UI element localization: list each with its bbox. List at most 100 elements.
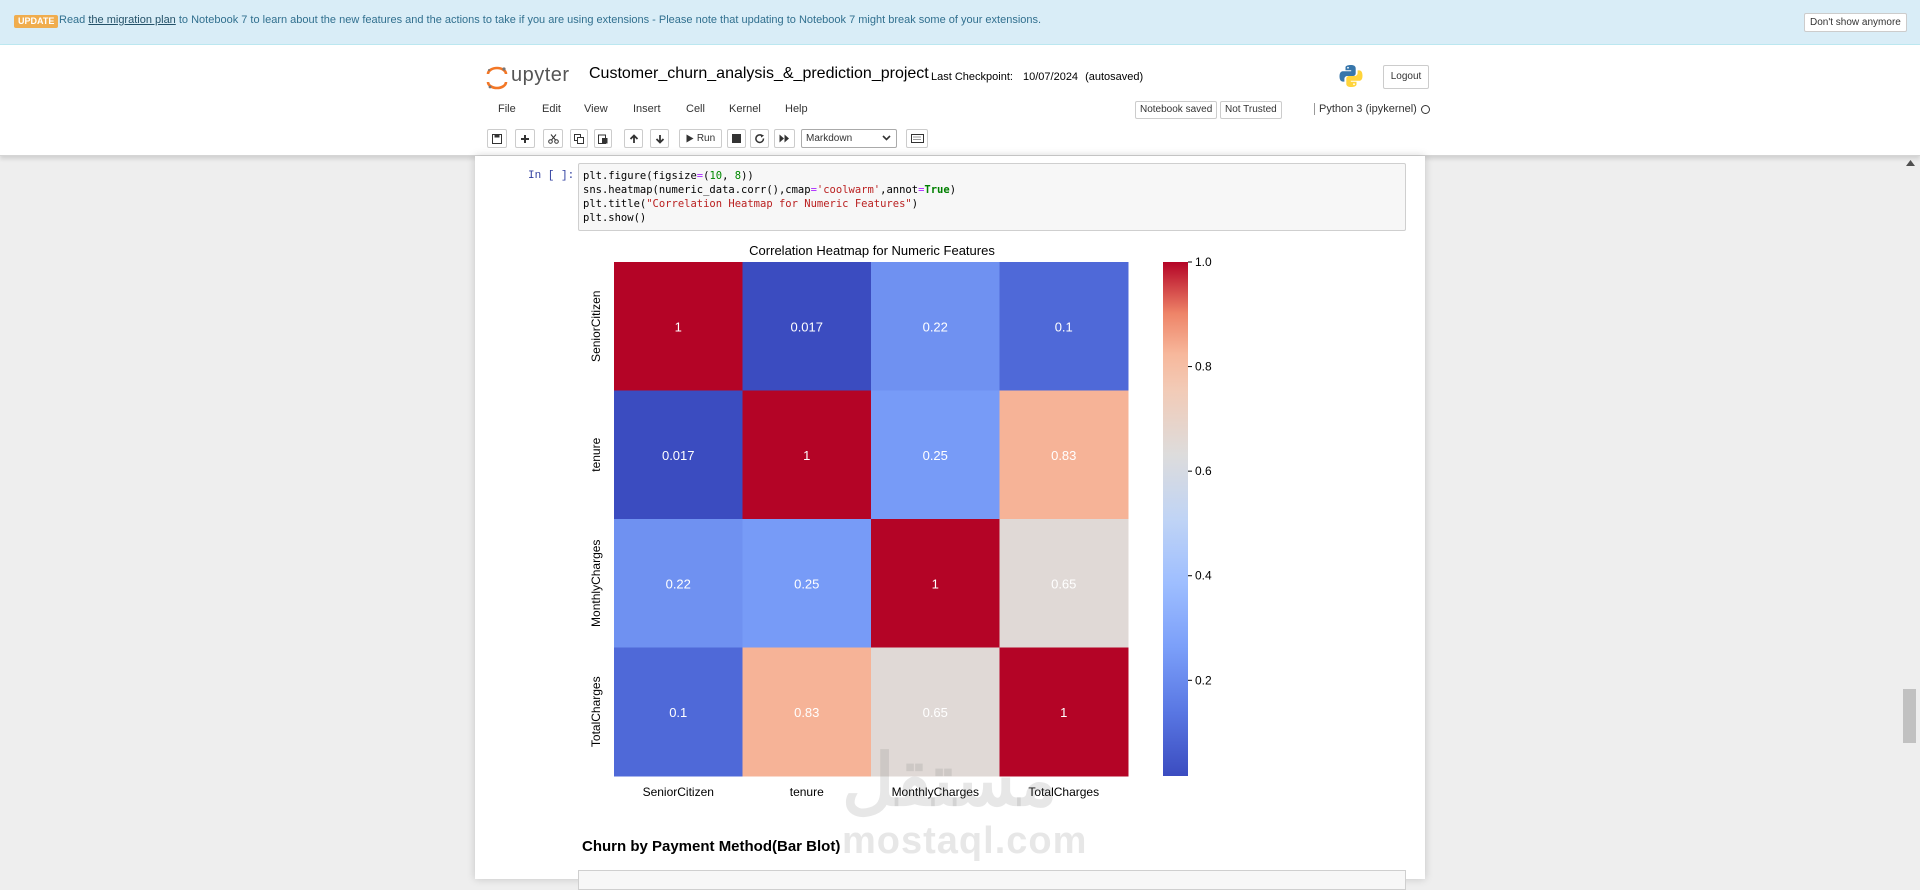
chevron-down-icon: [882, 135, 891, 141]
move-up-button[interactable]: [624, 129, 643, 148]
kernel-status-icon: [1421, 105, 1430, 114]
checkpoint-label: Last Checkpoint:: [931, 71, 1013, 83]
heatmap-cell: [614, 519, 743, 648]
menu-cell[interactable]: Cell: [686, 103, 705, 115]
copy-icon: [574, 133, 584, 144]
heatmap-cell: [999, 647, 1129, 777]
heatmap-annotation: 0.22: [923, 319, 948, 334]
heatmap-annotation: 1: [932, 576, 939, 591]
menu-view[interactable]: View: [584, 103, 608, 115]
cell-type-value: Markdown: [806, 133, 853, 144]
row-tick-label: SeniorCitizen: [589, 291, 603, 362]
code-cell-input[interactable]: plt.figure(figsize=(10, 8)) sns.heatmap(…: [578, 163, 1406, 231]
notebook-saved-indicator: Notebook saved: [1135, 101, 1218, 119]
save-icon: [492, 133, 502, 144]
scissors-icon: [547, 133, 559, 144]
jupyter-logo-icon[interactable]: [486, 65, 508, 94]
save-button[interactable]: [487, 129, 507, 148]
colorbar-tick-label: 0.2: [1195, 673, 1212, 687]
cell-type-select[interactable]: Markdown: [801, 129, 897, 148]
logout-button[interactable]: Logout: [1383, 65, 1429, 89]
column-tick-label: SeniorCitizen: [643, 785, 714, 799]
notebook-title[interactable]: Customer_churn_analysis_&_prediction_pro…: [589, 65, 929, 82]
column-tick-label: TotalCharges: [1028, 785, 1099, 799]
column-tick-label: tenure: [790, 785, 824, 799]
restart-icon: [754, 133, 764, 143]
command-palette-button[interactable]: [906, 129, 928, 148]
cut-button[interactable]: [543, 129, 563, 148]
menu-kernel[interactable]: Kernel: [729, 103, 761, 115]
jupyter-logo-text: upyter: [511, 64, 570, 86]
menu-edit[interactable]: Edit: [542, 103, 561, 115]
arrow-down-icon: [655, 134, 664, 144]
autosave-label: (autosaved): [1085, 71, 1144, 83]
heatmap-annotation: 0.65: [1051, 576, 1076, 591]
restart-kernel-button[interactable]: [750, 129, 769, 148]
interrupt-kernel-button[interactable]: [727, 129, 746, 148]
not-trusted-button[interactable]: Not Trusted: [1220, 101, 1282, 119]
move-down-button[interactable]: [650, 129, 669, 148]
next-code-cell[interactable]: [578, 870, 1406, 890]
heatmap-cell: [742, 647, 872, 777]
heatmap-cell: [871, 390, 1000, 520]
heatmap-cell: [614, 262, 743, 391]
row-tick-label: TotalCharges: [589, 676, 603, 747]
colorbar: [1163, 262, 1188, 776]
menu-help[interactable]: Help: [785, 103, 808, 115]
heatmap-cell: [614, 647, 743, 777]
heatmap-annotation: 0.25: [794, 576, 819, 591]
kernel-name[interactable]: Python 3 (ipykernel): [1314, 103, 1417, 115]
copy-button[interactable]: [570, 129, 588, 148]
watermark-arabic: مستقل: [842, 741, 1058, 821]
migration-plan-link[interactable]: the migration plan: [88, 14, 176, 26]
update-banner: UPDATE Read the migration plan to Notebo…: [0, 0, 1920, 45]
heatmap-cell: [999, 390, 1129, 520]
keyboard-icon: [910, 134, 924, 143]
scroll-up-arrow-icon[interactable]: [1906, 160, 1915, 166]
heatmap-annotation: 0.017: [662, 448, 695, 463]
paste-button[interactable]: [594, 129, 612, 148]
heatmap-annotation: 1: [1060, 705, 1067, 720]
banner-read-text: Read: [59, 14, 86, 26]
play-icon: [686, 134, 694, 143]
heatmap-annotation: 0.22: [666, 576, 691, 591]
heatmap-annotation: 0.017: [790, 319, 823, 334]
heatmap-cell: [999, 262, 1129, 391]
banner-message: Read the migration plan to Notebook 7 to…: [59, 14, 1041, 26]
stop-icon: [732, 134, 741, 143]
heatmap-annotation: 0.83: [1051, 448, 1076, 463]
menu-insert[interactable]: Insert: [633, 103, 661, 115]
restart-run-all-button[interactable]: [774, 129, 795, 148]
fast-forward-icon: [779, 134, 789, 143]
heatmap-cell: [614, 390, 743, 520]
colorbar-tick-label: 0.6: [1195, 464, 1212, 478]
row-tick-label: tenure: [589, 437, 603, 471]
heatmap-cell: [742, 390, 872, 520]
heatmap-annotation: 1: [803, 448, 810, 463]
heatmap-annotation: 0.1: [1055, 319, 1073, 334]
insert-cell-button[interactable]: [515, 129, 535, 148]
heatmap-cell: [871, 519, 1000, 648]
heatmap-cell: [742, 262, 872, 391]
plus-icon: [521, 134, 529, 143]
update-badge: UPDATE: [14, 15, 59, 28]
row-tick-label: MonthlyCharges: [589, 540, 603, 627]
colorbar-tick-label: 1.0: [1195, 255, 1212, 269]
column-tick-label: MonthlyCharges: [892, 785, 979, 799]
scrollbar-thumb[interactable]: [1903, 689, 1916, 743]
heatmap-cell: [999, 519, 1129, 648]
cell-prompt: In [ ]:: [528, 170, 575, 182]
menu-file[interactable]: File: [498, 103, 516, 115]
colorbar-tick-label: 0.8: [1195, 360, 1212, 374]
correlation-heatmap: Correlation Heatmap for Numeric Features…: [589, 243, 1212, 799]
dont-show-anymore-button[interactable]: Don't show anymore: [1804, 13, 1907, 32]
heatmap-annotation: 0.1: [669, 705, 687, 720]
heatmap-cell: [871, 262, 1000, 391]
checkpoint-date: 10/07/2024: [1023, 71, 1079, 83]
heatmap-annotation: 0.83: [794, 705, 819, 720]
colorbar-tick-label: 0.4: [1195, 569, 1212, 583]
heatmap-annotation: 0.25: [923, 448, 948, 463]
run-button[interactable]: Run: [679, 129, 722, 148]
watermark-latin: mostaql.com: [842, 820, 1088, 862]
arrow-up-icon: [629, 133, 638, 143]
